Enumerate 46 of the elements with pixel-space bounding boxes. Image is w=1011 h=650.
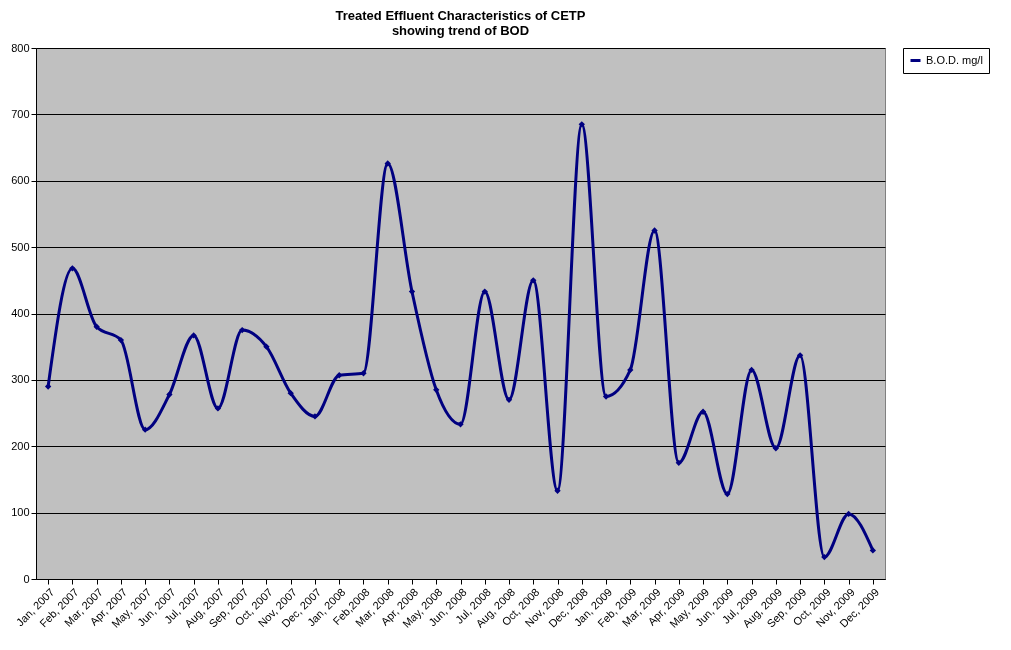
y-tick-label: 100 (11, 506, 30, 519)
point (69, 265, 76, 272)
point (724, 490, 731, 498)
point (505, 396, 513, 403)
point (602, 393, 610, 400)
point (239, 326, 246, 334)
point (93, 323, 100, 330)
point (287, 389, 294, 397)
point (699, 408, 707, 415)
point (651, 227, 658, 234)
point (845, 510, 852, 518)
point (433, 386, 440, 393)
point (384, 160, 391, 167)
point (44, 383, 52, 390)
y-tick-label: 600 (11, 174, 30, 187)
point (627, 366, 634, 374)
point (408, 288, 416, 295)
point (311, 413, 319, 420)
point (190, 332, 197, 339)
point (336, 372, 343, 379)
y-tick-label: 300 (11, 373, 30, 386)
point (214, 405, 222, 412)
chart-title: Treated Effluent Characteristics of CETP showing trend of BOD (335, 8, 586, 38)
y-tick-label: 500 (11, 240, 30, 253)
point (772, 445, 779, 452)
point (675, 459, 682, 467)
point (457, 421, 464, 428)
point (117, 336, 125, 344)
y-tick-label: 700 (11, 107, 30, 120)
point (360, 370, 367, 377)
y-tick-label: 800 (11, 41, 30, 54)
y-tick-label: 400 (11, 307, 30, 319)
legend-label: B.O.D. mg/l (926, 53, 983, 66)
point (530, 277, 537, 284)
point (796, 352, 804, 359)
point (578, 121, 585, 128)
y-tick-label: 200 (11, 439, 30, 452)
point (821, 553, 828, 561)
point (166, 391, 173, 398)
point (142, 426, 149, 433)
y-tick-label: 0 (23, 572, 30, 585)
point (869, 547, 877, 554)
point (263, 343, 270, 350)
point (748, 366, 755, 374)
point (481, 288, 488, 295)
point (554, 487, 561, 494)
